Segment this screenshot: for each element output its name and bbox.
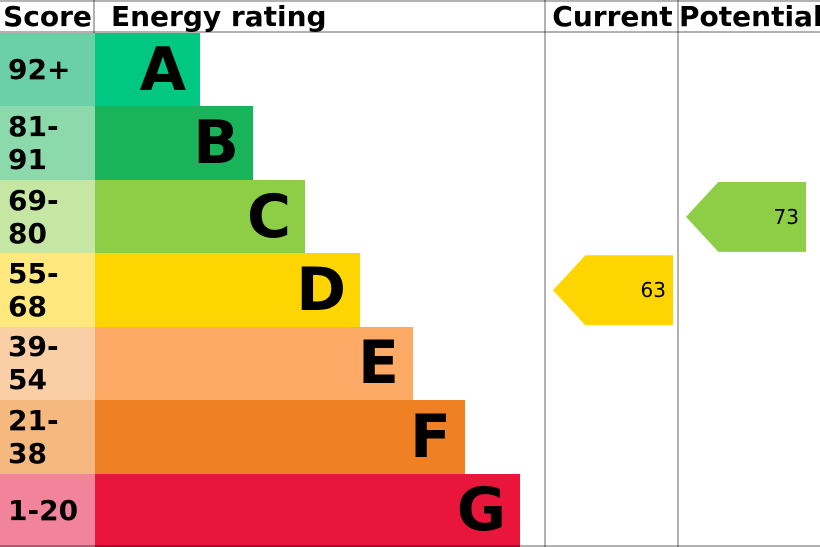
rating-bar: C bbox=[95, 179, 305, 254]
score-range: 81-91 bbox=[0, 106, 95, 180]
potential-rating-value: 73 bbox=[773, 204, 799, 229]
chart-header: Score Energy rating Current Potential bbox=[0, 0, 820, 33]
rating-letter: E bbox=[358, 328, 399, 399]
potential-column-divider bbox=[677, 0, 679, 547]
rating-bar: F bbox=[95, 400, 465, 474]
band-row-c: 69-80 C bbox=[0, 179, 820, 254]
score-range: 92+ bbox=[0, 33, 95, 107]
energy-rating-column-header: Energy rating bbox=[111, 0, 327, 33]
score-column-divider bbox=[93, 0, 95, 33]
rating-letter: B bbox=[193, 108, 239, 179]
score-range: 55-68 bbox=[0, 253, 95, 327]
rating-letter: C bbox=[246, 181, 291, 252]
current-column-header: Current bbox=[552, 0, 673, 33]
current-rating-value: 63 bbox=[640, 278, 666, 303]
score-range: 39-54 bbox=[0, 326, 95, 401]
rating-letter: D bbox=[296, 254, 346, 325]
score-column-header: Score bbox=[3, 0, 92, 33]
potential-column-header: Potential bbox=[679, 0, 820, 33]
rating-bar: B bbox=[95, 106, 253, 180]
score-range: 69-80 bbox=[0, 179, 95, 254]
band-row-e: 39-54 E bbox=[0, 326, 820, 401]
bottom-border-line bbox=[0, 545, 820, 547]
band-row-d: 55-68 D bbox=[0, 253, 820, 327]
band-row-b: 81-91 B bbox=[0, 106, 820, 180]
header-divider-line bbox=[0, 31, 820, 33]
rating-letter: F bbox=[410, 401, 451, 472]
band-row-f: 21-38 F bbox=[0, 400, 820, 474]
band-rows: 92+ A 81-91 B 69-80 C 55-68 D 39-54 E 21… bbox=[0, 33, 820, 547]
rating-bar: D bbox=[95, 253, 360, 327]
rating-bar: G bbox=[95, 473, 520, 547]
rating-bar: E bbox=[95, 326, 413, 401]
score-range: 21-38 bbox=[0, 400, 95, 474]
score-range: 1-20 bbox=[0, 473, 95, 547]
rating-letter: A bbox=[139, 34, 186, 105]
top-border-line bbox=[0, 0, 820, 2]
rating-letter: G bbox=[456, 475, 506, 546]
current-column-divider bbox=[544, 0, 546, 547]
band-row-a: 92+ A bbox=[0, 33, 820, 107]
rating-bar: A bbox=[95, 33, 200, 107]
band-row-g: 1-20 G bbox=[0, 473, 820, 547]
